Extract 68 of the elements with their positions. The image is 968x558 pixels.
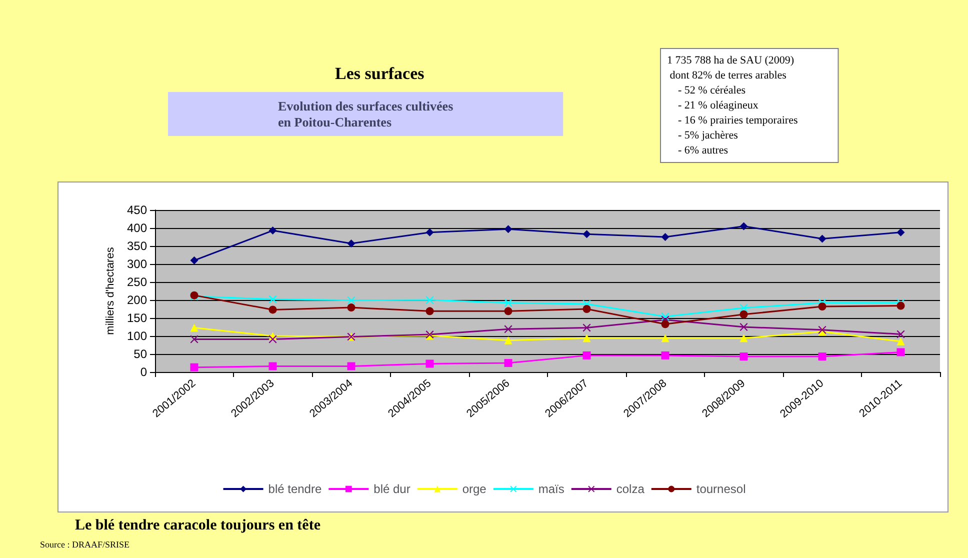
point xyxy=(426,296,434,304)
point xyxy=(661,233,670,241)
point xyxy=(268,306,277,314)
legend-label: orge xyxy=(462,482,487,496)
point xyxy=(347,304,356,312)
point xyxy=(347,239,356,248)
point xyxy=(740,222,748,230)
text: 1 735 788 ha de SAU (2009) dont 82% de terres arables - 52 % céréales - 21 % oléagineux - 16 % prairies temporaires - 5% jachères - 6% autres xyxy=(667,54,798,156)
point xyxy=(661,320,670,328)
point xyxy=(268,295,277,304)
point xyxy=(190,335,198,344)
y-tick-label: 100 xyxy=(126,329,148,343)
chart-title: Les surfaces xyxy=(335,64,425,83)
y-tick-label: 0 xyxy=(140,365,148,379)
point xyxy=(896,228,905,236)
point xyxy=(818,234,826,243)
point xyxy=(190,363,198,372)
legend-label: blé tendre xyxy=(268,482,322,496)
point xyxy=(347,362,356,370)
point xyxy=(582,230,591,238)
point xyxy=(504,307,512,316)
point xyxy=(504,325,512,334)
point xyxy=(896,337,905,346)
point xyxy=(268,335,277,344)
point xyxy=(190,324,198,332)
point xyxy=(347,296,356,304)
point xyxy=(426,360,434,368)
text: Le blé tendre caracole toujours en tête xyxy=(75,518,321,534)
y-tick-label: 50 xyxy=(134,347,148,361)
source-note: Source : DRAAF/SRISE xyxy=(40,540,130,550)
point xyxy=(268,362,277,370)
point xyxy=(661,334,670,342)
point xyxy=(504,298,512,307)
y-tick-label: 400 xyxy=(126,221,148,235)
point xyxy=(896,302,905,310)
y-tick-label: 250 xyxy=(126,275,148,289)
point xyxy=(740,352,748,361)
point xyxy=(504,359,512,367)
point xyxy=(190,256,198,264)
y-tick-label: 150 xyxy=(126,311,148,325)
point xyxy=(818,302,826,310)
y-tick-label: 300 xyxy=(126,257,148,271)
y-tick-label: 200 xyxy=(126,293,148,307)
y-tick-label: 350 xyxy=(126,239,148,253)
point xyxy=(740,304,748,312)
legend-label: blé dur xyxy=(374,482,410,496)
point xyxy=(426,307,434,316)
y-tick-label: 450 xyxy=(126,203,148,217)
point xyxy=(740,334,748,342)
y-axis-title: milliers d'hectares xyxy=(104,246,117,335)
point xyxy=(818,352,826,361)
point xyxy=(896,330,905,338)
point xyxy=(582,334,591,342)
legend-label: colza xyxy=(616,482,645,496)
point xyxy=(740,323,748,331)
point xyxy=(896,348,905,356)
point xyxy=(426,228,434,236)
chart-subtitle: Evolution des surfaces cultivées en Poitou-Charentes xyxy=(278,98,454,130)
legend-label: maïs xyxy=(538,482,564,496)
point xyxy=(740,310,748,318)
point xyxy=(504,225,512,234)
point xyxy=(661,351,670,360)
point xyxy=(582,351,591,360)
point xyxy=(504,336,512,344)
point xyxy=(582,324,591,332)
point xyxy=(268,226,277,235)
point xyxy=(582,305,591,313)
legend-label: tournesol xyxy=(696,482,746,496)
